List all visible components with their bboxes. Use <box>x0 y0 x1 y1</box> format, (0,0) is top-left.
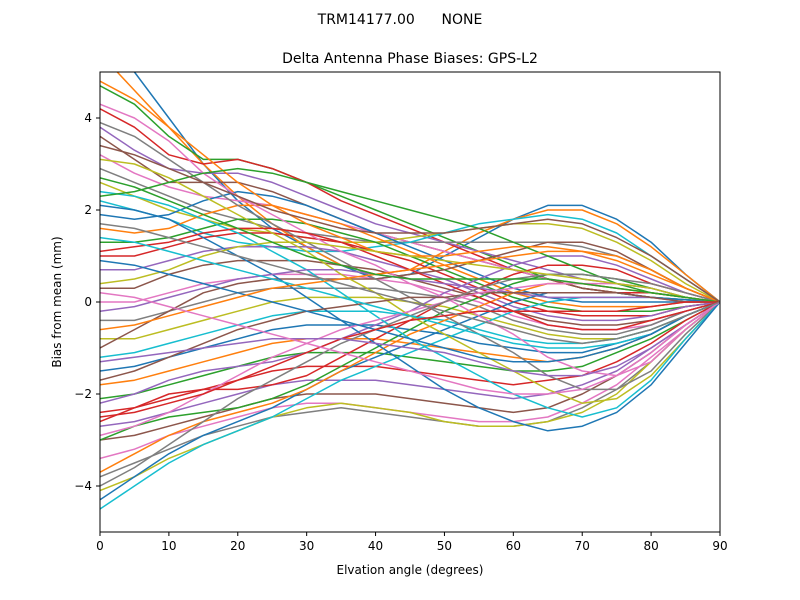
x-tick-label: 70 <box>575 539 590 553</box>
series-line <box>100 177 720 303</box>
series-line <box>100 241 720 303</box>
x-tick-label: 80 <box>643 539 658 553</box>
x-tick-label: 20 <box>230 539 245 553</box>
series-line <box>100 144 720 303</box>
x-tick-label: 40 <box>368 539 383 553</box>
x-tick-label: 90 <box>712 539 727 553</box>
x-tick-label: 30 <box>299 539 314 553</box>
x-tick-label: 50 <box>437 539 452 553</box>
x-axis: 0 10 20 30 40 50 60 70 80 90 <box>96 532 728 553</box>
series-line <box>100 259 720 363</box>
series-line <box>100 223 720 345</box>
x-tick-label: 60 <box>506 539 521 553</box>
x-axis-label: Elvation angle (degrees) <box>337 563 484 577</box>
series-line <box>100 301 720 377</box>
series-line <box>100 301 720 418</box>
series-line <box>100 301 720 427</box>
series-line <box>100 292 720 395</box>
x-tick-label: 0 <box>96 539 104 553</box>
chart-title: Delta Antenna Phase Biases: GPS-L2 <box>282 51 538 67</box>
y-axis: −4 −2 0 2 4 <box>74 111 100 493</box>
series-line <box>100 241 720 349</box>
y-tick-label: 2 <box>84 203 92 217</box>
series-line <box>100 236 720 349</box>
y-tick-label: −4 <box>74 479 92 493</box>
series-line <box>100 190 720 303</box>
series-line <box>100 301 720 400</box>
series-line <box>100 204 720 432</box>
y-axis-label: Bias from mean (mm) <box>50 236 64 367</box>
series-line <box>100 292 720 381</box>
y-tick-label: 0 <box>84 295 92 309</box>
series-line <box>100 287 720 335</box>
y-tick-label: −2 <box>74 387 92 401</box>
series-group <box>100 72 720 510</box>
x-tick-label: 10 <box>161 539 176 553</box>
series-line <box>100 250 720 331</box>
figure-suptitle: TRM14177.00 NONE <box>317 12 483 28</box>
y-tick-label: 4 <box>84 111 92 125</box>
